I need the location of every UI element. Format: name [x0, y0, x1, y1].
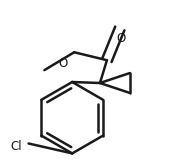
- Text: Cl: Cl: [11, 140, 23, 153]
- Text: O: O: [116, 32, 126, 45]
- Text: O: O: [59, 57, 68, 70]
